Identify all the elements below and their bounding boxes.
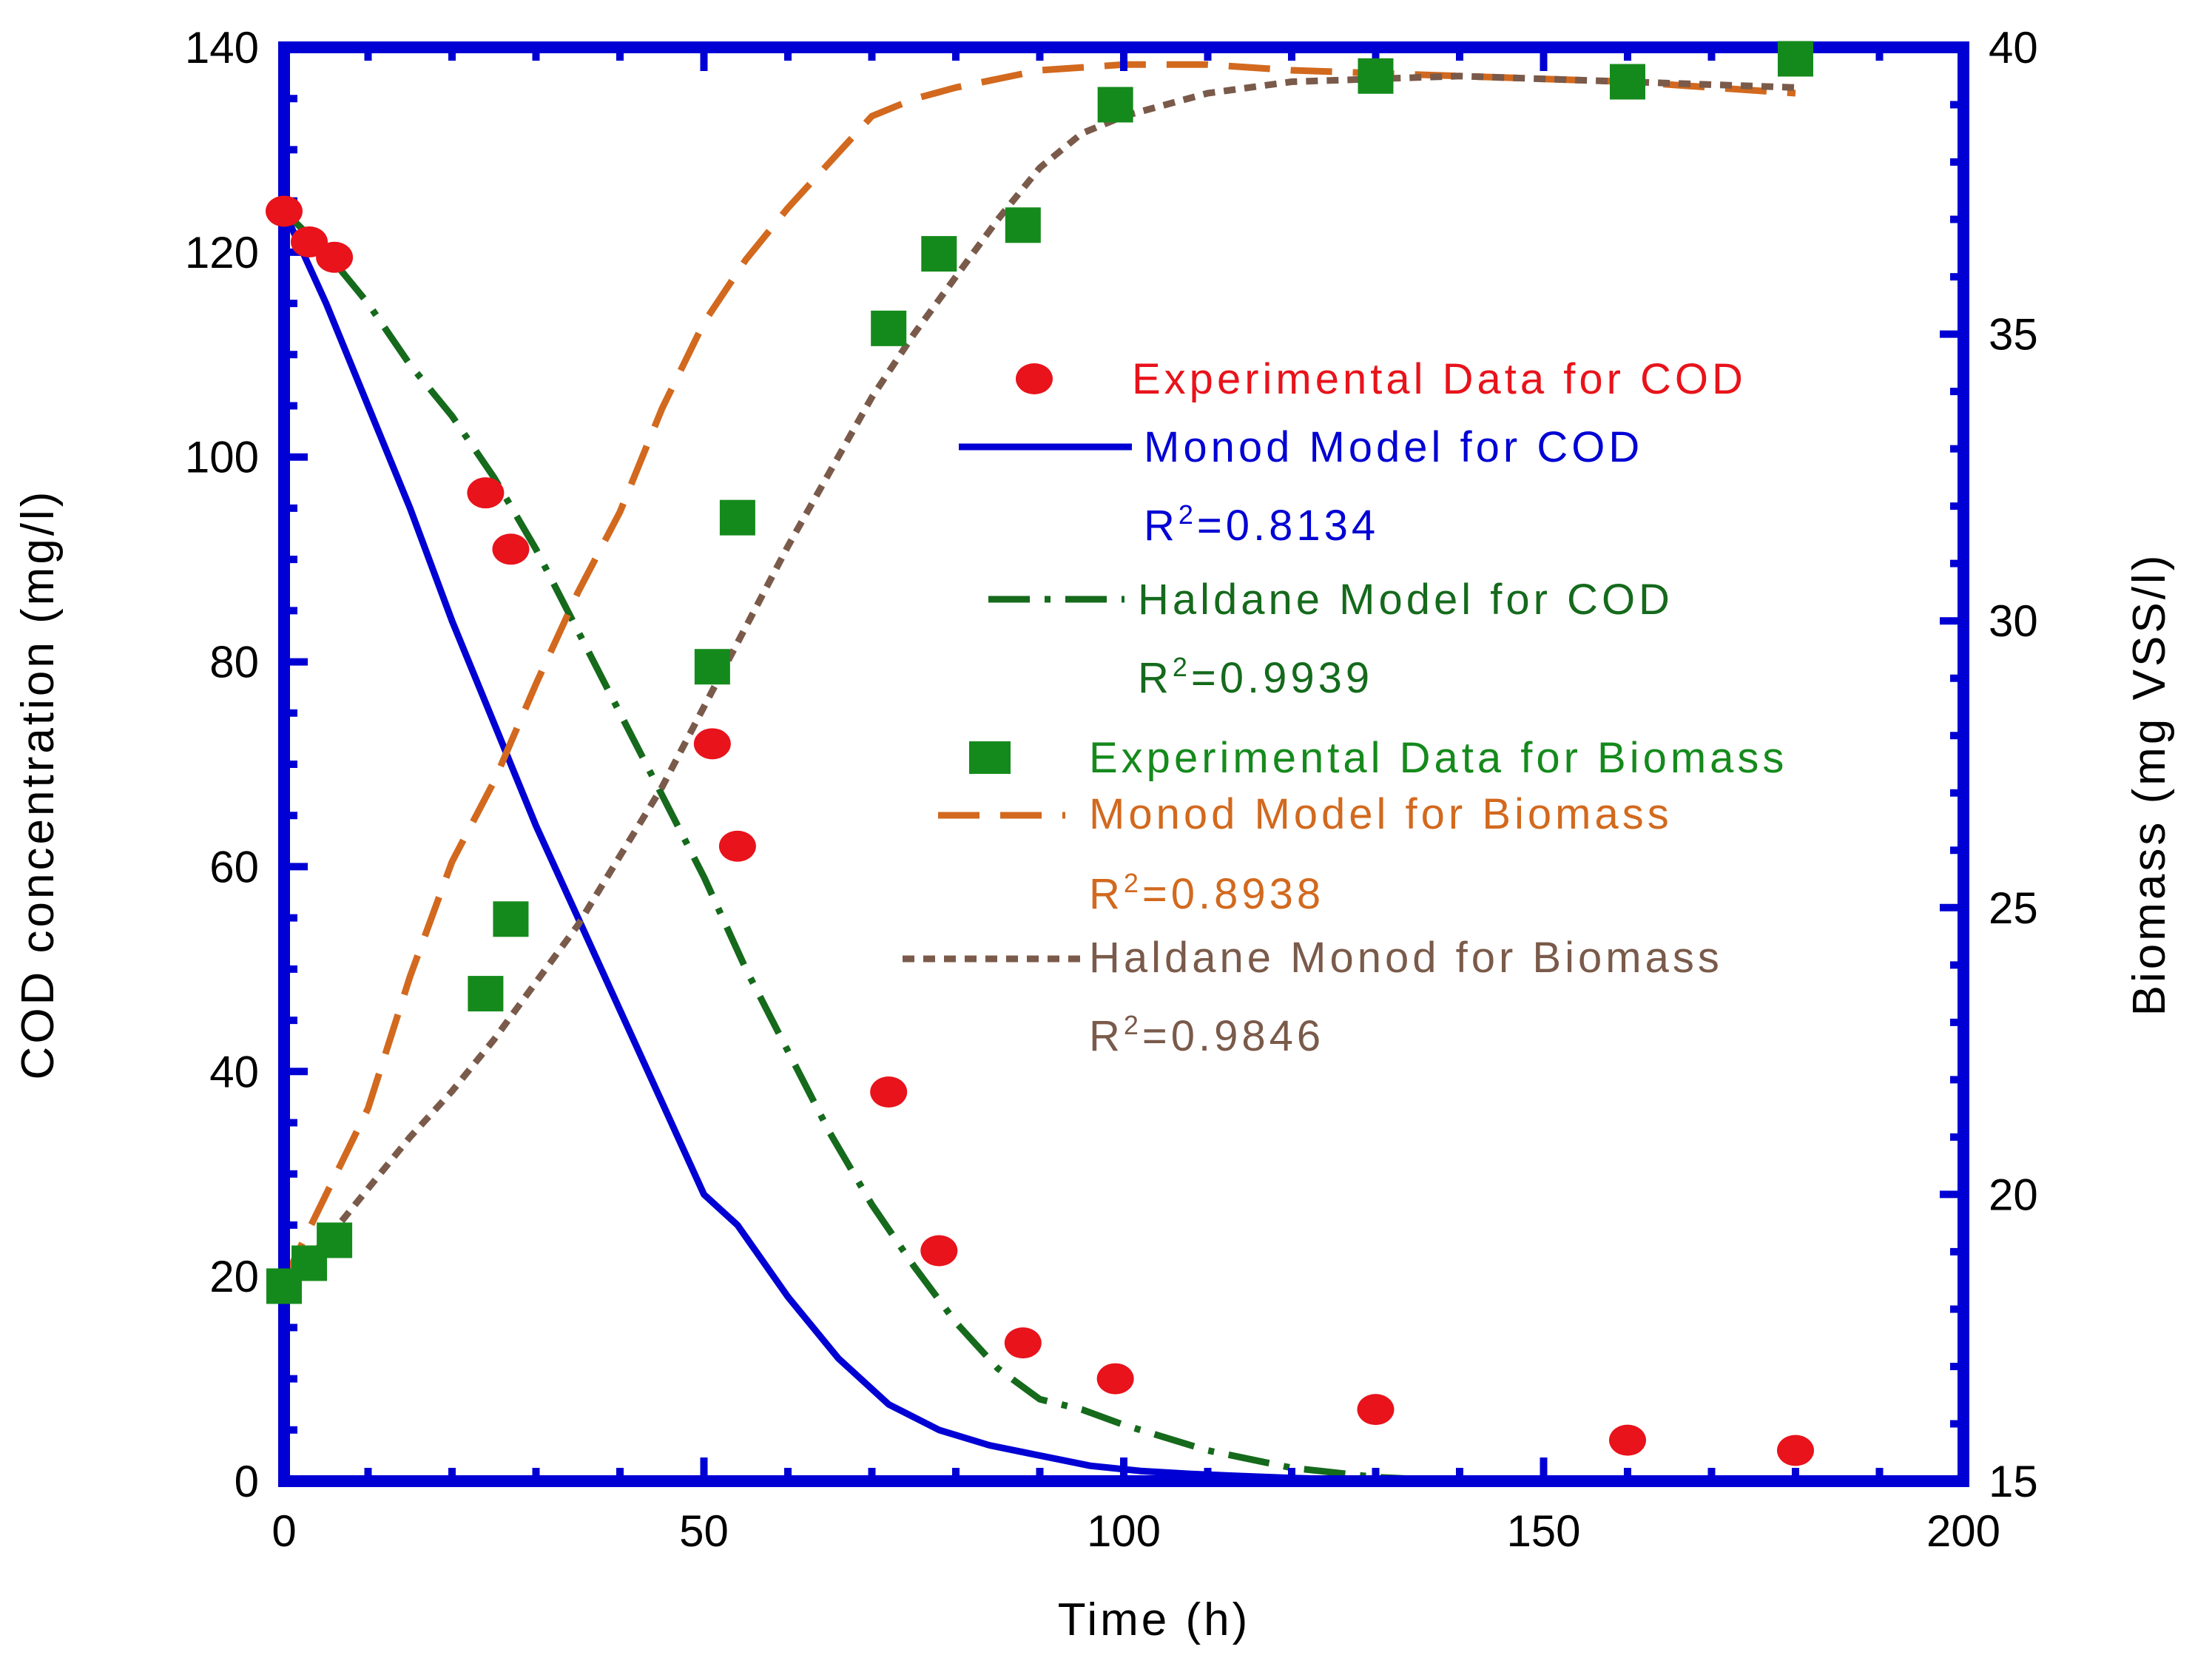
legend-label-monod-cod: Monod Model for COD — [1144, 423, 1643, 471]
y-axis-title: COD concentration (mg/l) — [13, 489, 64, 1080]
marker-layer — [266, 41, 1814, 1466]
biomass-data-point — [1778, 41, 1813, 77]
x-tick-label: 100 — [1087, 1506, 1161, 1556]
legend-r2-haldane-cod: R2=0.9939 — [1138, 652, 1373, 702]
x-tick-label: 0 — [272, 1506, 296, 1556]
x-tick-label: 50 — [679, 1506, 729, 1556]
biomass-data-point — [1097, 87, 1133, 123]
biomass-data-point — [468, 976, 504, 1012]
cod-data-point — [266, 195, 303, 227]
biomass-data-point — [1005, 207, 1041, 243]
biomass-data-point — [871, 310, 907, 346]
cod-data-point — [316, 241, 354, 273]
legend-label-haldane-biomass: Haldane Monod for Biomass — [1089, 934, 1723, 982]
legend-label-exp-biomass: Experimental Data for Biomass — [1089, 734, 1787, 782]
y-tick-label: 80 — [209, 638, 259, 687]
y2-tick-label: 15 — [1989, 1457, 2038, 1506]
biomass-data-point — [493, 901, 529, 937]
cod-data-point — [492, 533, 530, 565]
cod-data-point — [870, 1076, 908, 1108]
y-tick-label: 60 — [209, 842, 259, 892]
biomass-data-point — [921, 236, 957, 272]
biomass-data-point — [719, 499, 755, 536]
cod-data-point — [1096, 1363, 1134, 1395]
cod-data-point — [1004, 1327, 1042, 1359]
y-tick-label: 40 — [209, 1047, 259, 1096]
cod-data-point — [1777, 1435, 1814, 1466]
y2-tick-label: 30 — [1989, 596, 2038, 646]
cod-data-point — [718, 830, 756, 862]
legend-marker-exp-biomass — [969, 741, 1011, 774]
y-tick-label: 100 — [185, 433, 259, 482]
biomass-data-point — [1358, 58, 1394, 94]
y2-tick-label: 20 — [1989, 1170, 2038, 1219]
y2-tick-label: 40 — [1989, 23, 2038, 73]
series-line-haldane-biomass — [281, 73, 1796, 1283]
series-line-haldane-cod — [281, 209, 1460, 1485]
legend: Experimental Data for COD Monod Model for… — [903, 355, 1787, 1060]
legend-label-monod-biomass: Monod Model for Biomass — [1089, 790, 1673, 838]
x-tick-label: 200 — [1926, 1506, 2000, 1556]
legend-label-exp-cod: Experimental Data for COD — [1132, 355, 1747, 403]
series-line-monod-biomass — [280, 61, 1796, 1282]
curve-layer — [280, 61, 1796, 1485]
y-tick-label: 20 — [209, 1252, 259, 1301]
legend-r2-monod-biomass: R2=0.8938 — [1089, 868, 1324, 918]
cod-data-point — [920, 1235, 958, 1267]
y-tick-label: 0 — [235, 1457, 259, 1506]
cod-data-point — [467, 477, 505, 509]
y-tick-label: 140 — [185, 23, 259, 73]
cod-data-point — [1609, 1424, 1646, 1456]
series-line-monod-cod — [280, 209, 1460, 1485]
legend-label-haldane-cod: Haldane Model for COD — [1138, 576, 1673, 624]
cod-data-point — [693, 728, 731, 760]
y-tick-label: 120 — [185, 228, 259, 277]
legend-marker-exp-cod — [1016, 363, 1053, 394]
y2-axis-title: Biomass (mg VSS/l) — [2124, 553, 2175, 1017]
y2-tick-label: 35 — [1989, 310, 2038, 360]
legend-r2-haldane-biomass: R2=0.9846 — [1089, 1010, 1324, 1060]
cod-data-point — [1357, 1394, 1395, 1426]
biomass-data-point — [1610, 64, 1645, 100]
tick-label-layer: 0 50 100 150 200 0 20 40 60 80 100 120 140 15 20 25 30 35… — [185, 23, 2038, 1556]
biomass-data-point — [694, 649, 730, 685]
legend-r2-monod-cod: R2=0.8134 — [1144, 499, 1379, 550]
biomass-data-point — [317, 1222, 353, 1258]
y2-tick-label: 25 — [1989, 883, 2038, 933]
x-axis-title: Time (h) — [1058, 1594, 1250, 1645]
x-tick-label: 150 — [1506, 1506, 1580, 1556]
